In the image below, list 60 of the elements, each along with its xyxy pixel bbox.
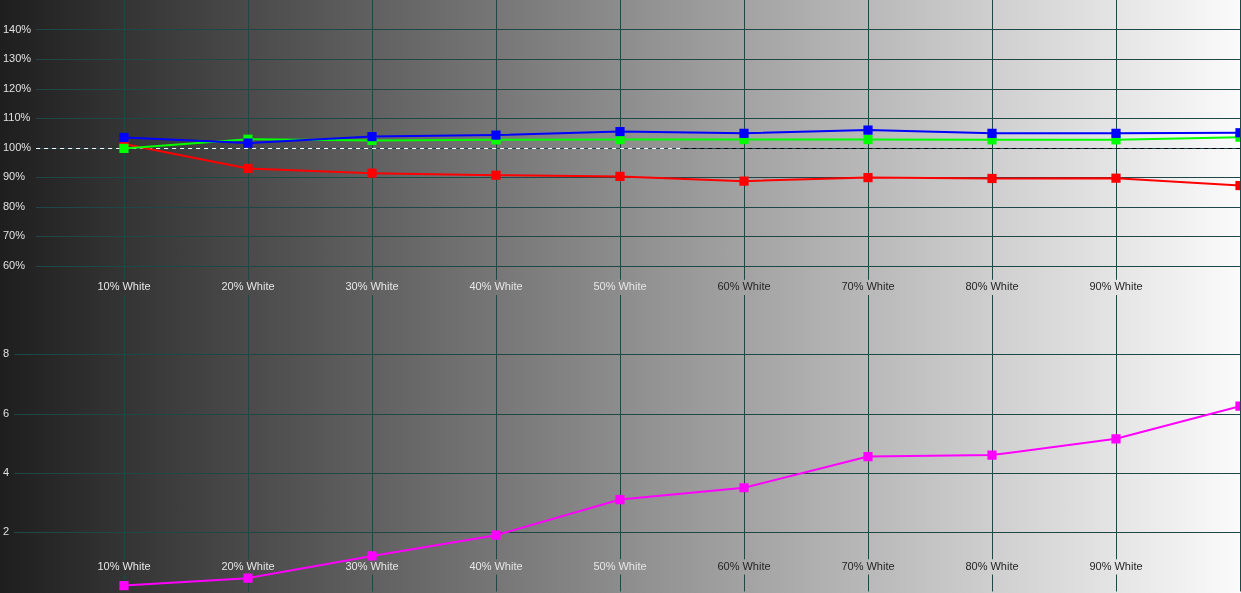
- y-tick-label: 8: [3, 347, 10, 360]
- point: [739, 128, 749, 138]
- point: [863, 134, 873, 145]
- x-tick-label: 20% White: [221, 559, 275, 572]
- x-tick-label: 20% White: [221, 280, 275, 293]
- x-tick-label: 90% White: [1089, 280, 1143, 293]
- point: [367, 131, 377, 142]
- point: [243, 573, 253, 583]
- x-tick-label: 50% White: [593, 280, 647, 293]
- y-tick-label: 2: [3, 525, 10, 538]
- point: [615, 126, 625, 137]
- y-tick-label: 60%: [3, 258, 26, 271]
- x-tick-label: 70% White: [841, 280, 895, 293]
- y-tick-label: 70%: [3, 229, 26, 242]
- point: [863, 125, 873, 135]
- x-tick-label: 90% White: [1089, 559, 1143, 572]
- point: [119, 132, 129, 143]
- y-tick-label: 6: [3, 406, 10, 419]
- point: [491, 130, 501, 140]
- point: [987, 128, 997, 138]
- x-tick-label: 30% White: [345, 280, 399, 293]
- point: [739, 176, 749, 186]
- point: [987, 450, 997, 460]
- x-tick-label: 40% White: [469, 280, 523, 293]
- y-tick-label: 100%: [3, 140, 32, 153]
- x-tick-label: 60% White: [717, 280, 771, 293]
- x-tick-label: 50% White: [593, 559, 647, 572]
- x-tick-label: 10% White: [97, 280, 151, 293]
- x-tick-label: 30% White: [345, 559, 399, 572]
- point: [615, 171, 625, 182]
- point: [1111, 128, 1121, 138]
- point: [1111, 173, 1121, 183]
- point: [615, 494, 625, 505]
- point: [119, 143, 129, 153]
- point: [863, 452, 873, 462]
- point: [491, 530, 501, 540]
- point: [243, 163, 253, 174]
- x-tick-label: 60% White: [717, 559, 771, 572]
- point: [367, 168, 377, 178]
- point: [367, 551, 377, 561]
- point: [739, 483, 749, 493]
- x-tick-label: 80% White: [965, 280, 1019, 293]
- x-tick-label: 40% White: [469, 559, 523, 572]
- point: [615, 134, 625, 145]
- y-tick-label: 120%: [3, 81, 32, 94]
- point: [491, 170, 501, 180]
- point: [243, 138, 253, 148]
- x-tick-label: 10% White: [97, 559, 151, 572]
- y-tick-label: 80%: [3, 199, 26, 212]
- y-tick-label: 110%: [3, 111, 31, 124]
- point: [863, 172, 873, 183]
- point: [119, 580, 129, 591]
- y-tick-label: 4: [3, 465, 10, 478]
- x-tick-label: 70% White: [841, 559, 895, 572]
- point: [1111, 434, 1121, 444]
- y-tick-label: 140%: [3, 22, 32, 35]
- x-tick-label: 80% White: [965, 559, 1019, 572]
- point: [987, 173, 997, 184]
- y-tick-label: 130%: [3, 52, 32, 65]
- y-tick-label: 90%: [3, 170, 26, 183]
